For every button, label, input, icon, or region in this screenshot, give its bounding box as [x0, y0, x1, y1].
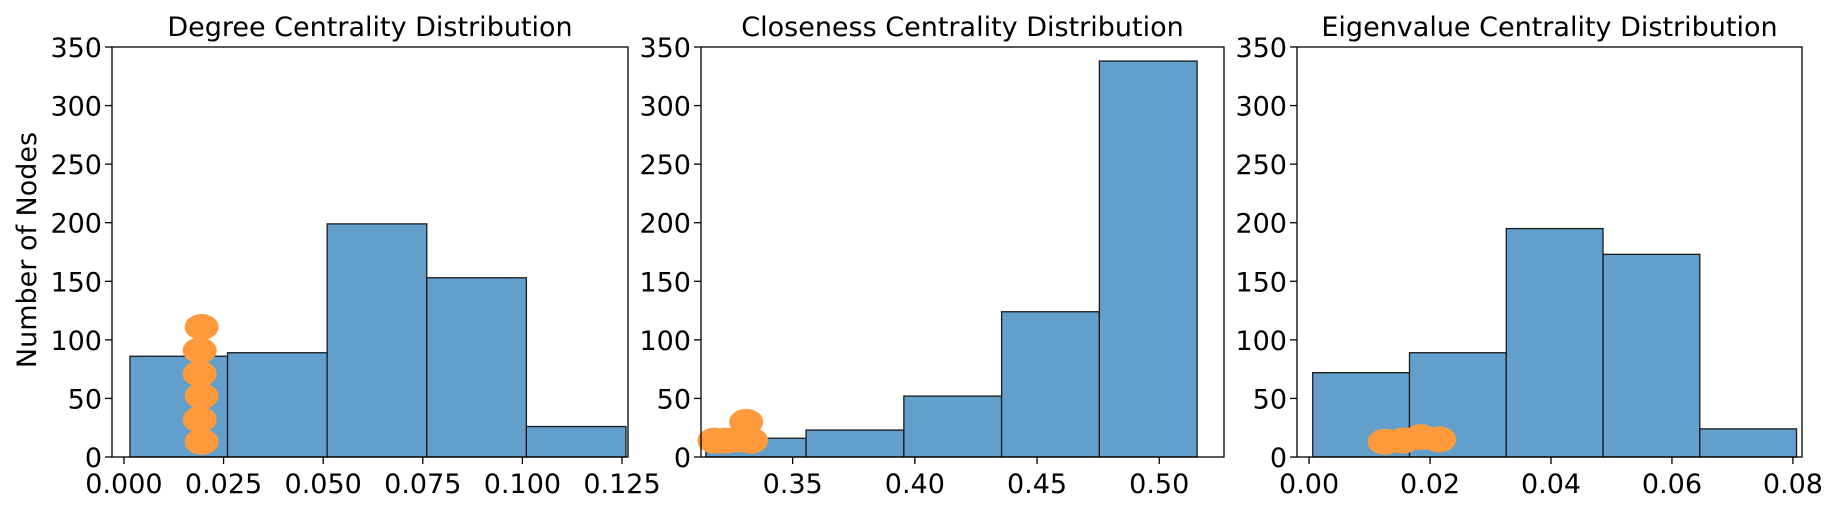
x-tick-label: 0.04: [1521, 469, 1581, 500]
chart-panel-3: 0 50 100 150 200 250 300 350 0.00 0.02 0.04 0.06 0.0…: [1235, 12, 1823, 500]
data-point-marker: [184, 313, 219, 340]
chart-title: Degree Centrality Distribution: [167, 12, 572, 43]
y-tick-label: 150: [1235, 267, 1287, 298]
chart-panel-1: 0 50 100 150 200 250 300 350 0.000 0.025 0.050 0.07…: [50, 12, 660, 500]
chart-title: Closeness Centrality Distribution: [741, 12, 1183, 43]
histogram-bar: [1098, 60, 1198, 458]
y-tick-label: 200: [1235, 209, 1287, 240]
x-tick-label: 0.050: [285, 469, 362, 500]
x-tick-label: 0.50: [1129, 469, 1189, 500]
histogram-bar: [1000, 311, 1101, 458]
y-tick-label: 50: [1253, 384, 1287, 415]
y-tick-label: 200: [50, 209, 102, 240]
x-tick-label: 0.45: [1007, 469, 1067, 500]
y-tick-label: 0: [674, 443, 691, 474]
y-tick-label: 100: [50, 326, 102, 357]
y-tick-label: 300: [639, 92, 691, 123]
x-tick-label: 0.06: [1642, 469, 1702, 500]
histogram-bar: [326, 223, 428, 458]
y-tick-label: 350: [50, 33, 102, 64]
y-tick-label: 100: [639, 326, 691, 357]
x-tick-label: 0.00: [1279, 469, 1339, 500]
chart-title: Eigenvalue Centrality Distribution: [1321, 12, 1777, 43]
y-tick-label: 150: [639, 267, 691, 298]
data-point-marker: [182, 406, 217, 433]
histogram-bar: [525, 425, 627, 458]
y-tick-label: 250: [639, 150, 691, 181]
x-tick-label: 0.40: [885, 469, 945, 500]
y-tick-label: 300: [50, 92, 102, 123]
data-point-marker: [182, 360, 217, 387]
axes-frame: [1296, 46, 1803, 458]
y-tick-label: 250: [1235, 150, 1287, 181]
histogram-bar: [226, 352, 328, 458]
axes-frame: [111, 46, 629, 458]
x-tick-label: 0.100: [484, 469, 561, 500]
x-tick-label: 0.35: [763, 469, 823, 500]
data-point-marker: [734, 427, 769, 454]
data-point-marker: [184, 428, 219, 455]
y-tick-label: 0: [85, 443, 102, 474]
histogram-bar: [903, 395, 1003, 458]
y-tick-label: 50: [657, 384, 691, 415]
chart-panel-2: 0 50 100 150 200 250 300 350 0.35 0.40 0.45 0.50 Clo…: [639, 12, 1225, 500]
x-tick-label: 0.125: [583, 469, 660, 500]
x-tick-label: 0.075: [384, 469, 461, 500]
y-tick-label: 150: [50, 267, 102, 298]
y-tick-label: 350: [1235, 33, 1287, 64]
y-tick-label: 350: [639, 33, 691, 64]
y-axis-label: Number of Nodes: [12, 132, 43, 368]
x-tick-label: 0.02: [1400, 469, 1460, 500]
x-tick-label: 0.025: [185, 469, 262, 500]
data-point-marker: [182, 337, 217, 364]
y-tick-label: 300: [1235, 92, 1287, 123]
y-tick-label: 50: [68, 384, 102, 415]
histogram-bar: [1699, 428, 1798, 458]
histogram-bar: [426, 277, 528, 458]
histogram-bar: [805, 429, 905, 458]
x-tick-label: 0.08: [1763, 469, 1823, 500]
histogram-bar: [1602, 253, 1701, 458]
axes-frame: [700, 46, 1225, 458]
histogram-bar: [1505, 227, 1604, 458]
y-tick-label: 100: [1235, 326, 1287, 357]
x-tick-label: 0.000: [85, 469, 162, 500]
y-tick-label: 200: [639, 209, 691, 240]
data-point-marker: [184, 383, 219, 410]
y-tick-label: 0: [1270, 443, 1287, 474]
y-tick-label: 250: [50, 150, 102, 181]
data-point-marker: [1422, 426, 1457, 453]
